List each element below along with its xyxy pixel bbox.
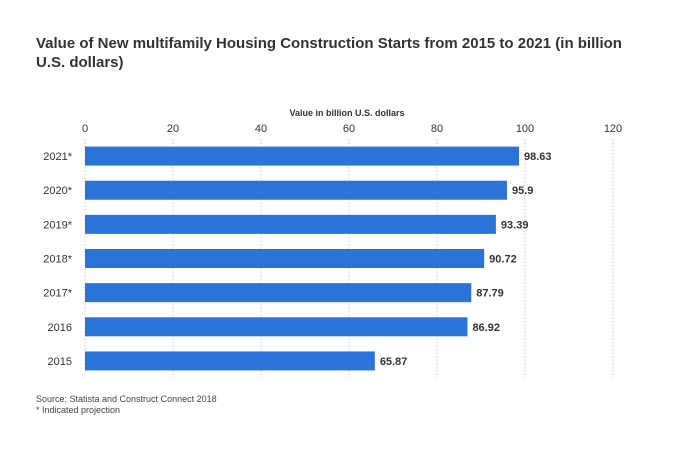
x-tick-label: 60 bbox=[343, 123, 355, 135]
chart-title: Value of New multifamily Housing Constru… bbox=[36, 35, 622, 71]
bar bbox=[85, 351, 375, 371]
data-label: 65.87 bbox=[380, 356, 408, 368]
y-tick-label: 2020* bbox=[43, 185, 72, 197]
bar bbox=[85, 317, 468, 337]
x-tick-label: 20 bbox=[167, 123, 179, 135]
x-axis-label: Value in billion U.S. dollars bbox=[289, 108, 404, 118]
bars bbox=[85, 146, 519, 371]
data-label: 98.63 bbox=[524, 151, 552, 163]
x-axis-ticks: 0 20 40 60 80 100 120 bbox=[82, 123, 622, 135]
bar bbox=[85, 249, 485, 268]
bar bbox=[85, 146, 519, 166]
data-label: 87.79 bbox=[476, 288, 504, 300]
data-label: 95.9 bbox=[512, 185, 533, 197]
data-label: 86.92 bbox=[472, 322, 500, 334]
y-tick-label: 2021* bbox=[43, 151, 72, 163]
y-tick-label: 2015 bbox=[48, 356, 72, 368]
bar bbox=[85, 180, 507, 200]
x-tick-label: 120 bbox=[604, 123, 622, 135]
x-tick-label: 0 bbox=[82, 123, 88, 135]
chart-footer: Source: Statista and Construct Connect 2… bbox=[36, 394, 217, 416]
y-tick-label: 2016 bbox=[48, 322, 72, 334]
x-tick-label: 100 bbox=[516, 123, 534, 135]
data-label: 90.72 bbox=[489, 254, 517, 266]
source-note: Source: Statista and Construct Connect 2… bbox=[36, 394, 217, 404]
projection-note: * Indicated projection bbox=[36, 405, 121, 415]
bar bbox=[85, 283, 472, 303]
y-axis-labels: 2021* 2020* 2019* 2018* 2017* 2016 2015 bbox=[43, 151, 72, 368]
y-tick-label: 2019* bbox=[43, 219, 72, 231]
x-tick-label: 40 bbox=[255, 123, 267, 135]
data-label: 93.39 bbox=[501, 219, 529, 231]
x-tick-label: 80 bbox=[431, 123, 443, 135]
y-tick-label: 2018* bbox=[43, 254, 72, 266]
y-tick-label: 2017* bbox=[43, 288, 72, 300]
bar bbox=[85, 214, 496, 234]
value-labels: 98.63 95.9 93.39 90.72 87.79 86.92 65.87 bbox=[380, 151, 552, 368]
